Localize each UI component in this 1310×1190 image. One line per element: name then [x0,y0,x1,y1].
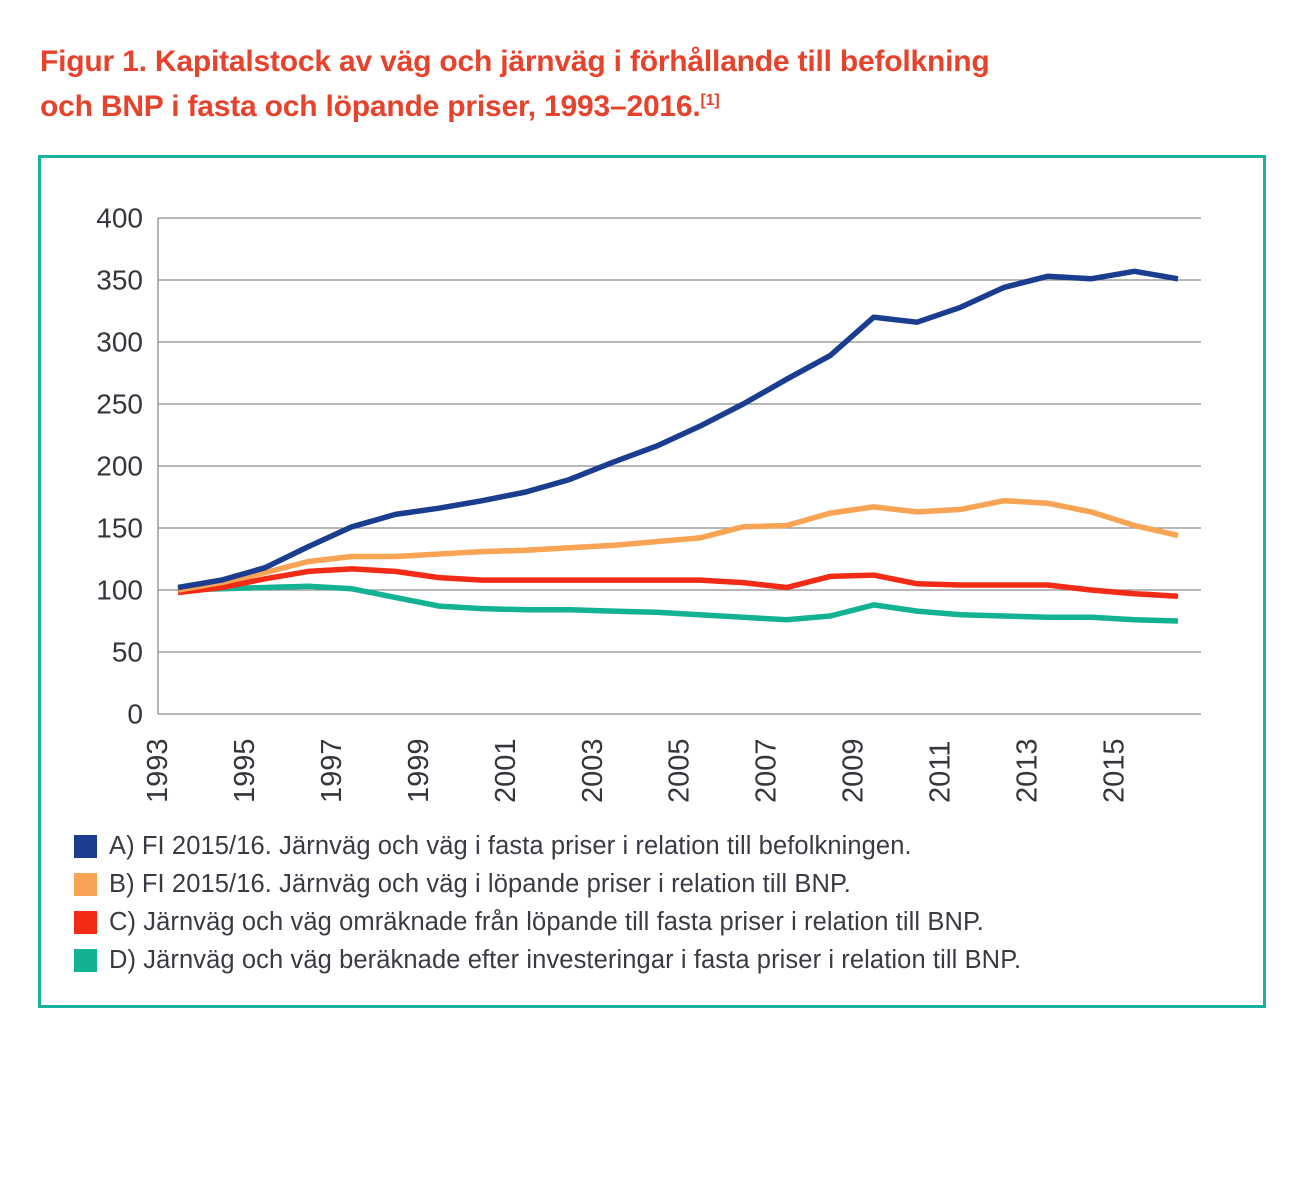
chart-legend: A) FI 2015/16. Järnväg och väg i fasta p… [74,827,1234,979]
x-tick-label: 1999 [403,738,435,803]
x-tick-label: 1997 [316,738,348,803]
legend-row-C: C) Järnväg och väg omräknade från löpand… [74,903,1234,941]
x-tick-label: 2009 [838,738,870,803]
x-tick-label: 1993 [142,738,174,803]
series-line-C [177,566,1179,599]
legend-label-B: B) FI 2015/16. Järnväg och väg i löpande… [109,869,851,898]
x-tick-label: 2015 [1099,738,1131,803]
x-tick-label: 2011 [925,741,957,803]
y-tick-label: 0 [127,699,143,730]
legend-label-A: A) FI 2015/16. Järnväg och väg i fasta p… [109,831,912,860]
figure-title-line1: Figur 1. Kapitalstock av väg och järnväg… [40,45,990,78]
legend-swatch-B [74,872,97,896]
x-tick-label: 2007 [751,738,783,803]
chart-border-box: 0 50 100 150 200 250 300 350 400 1993 1995 1997 1999… [38,155,1266,1008]
y-tick-label: 100 [96,575,143,606]
x-tick-label: 2005 [664,738,696,803]
legend-row-A: A) FI 2015/16. Järnväg och väg i fasta p… [74,827,1234,865]
legend-label-D: D) Järnväg och väg beräknade efter inves… [109,945,1022,974]
x-tick-label: 1995 [229,738,261,803]
y-tick-label: 200 [96,451,143,482]
footnote-marker: [1] [700,92,720,109]
x-tick-label: 2013 [1012,738,1044,803]
line-chart: 0 50 100 150 200 250 300 350 400 1993 1995 1997 1999… [96,203,1201,803]
x-tick-label: 2001 [490,738,522,803]
series-line-D [177,583,1179,624]
y-tick-label: 400 [96,203,143,234]
series-line-A [177,268,1179,591]
y-tick-label: 300 [96,327,143,358]
series-line-B [177,497,1179,593]
legend-label-C: C) Järnväg och väg omräknade från löpand… [109,907,984,936]
legend-swatch-C [74,910,97,934]
legend-swatch-D [74,948,97,972]
legend-row-D: D) Järnväg och väg beräknade efter inves… [74,941,1234,979]
x-tick-label: 2003 [577,738,609,803]
legend-swatch-A [74,834,97,858]
legend-row-B: B) FI 2015/16. Järnväg och väg i löpande… [74,865,1234,903]
y-tick-label: 250 [96,389,143,420]
y-tick-label: 50 [112,637,143,668]
y-tick-label: 150 [96,513,143,544]
figure-title: Figur 1. Kapitalstock av väg och järnväg… [40,42,1280,126]
y-tick-label: 350 [96,265,143,296]
figure-title-line2: och BNP i fasta och löpande priser, 1993… [40,90,701,123]
